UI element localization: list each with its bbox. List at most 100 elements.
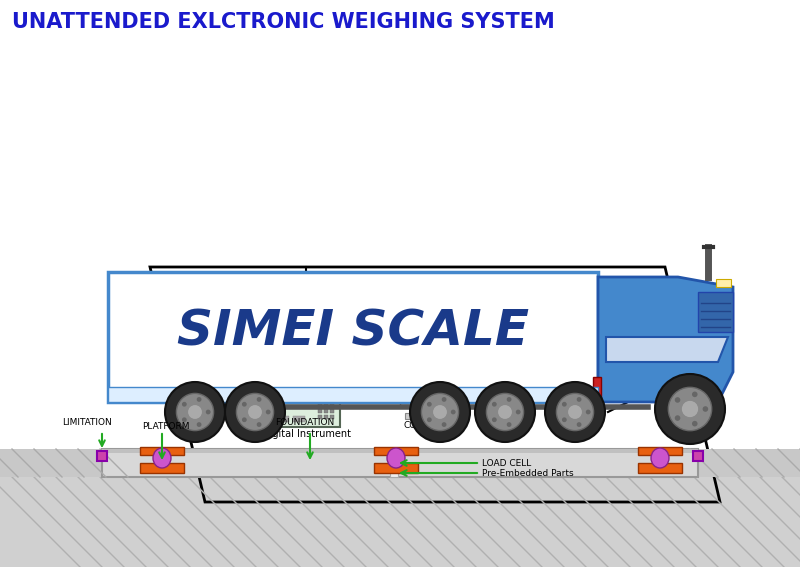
Circle shape [577, 397, 582, 402]
Circle shape [433, 404, 447, 420]
Ellipse shape [651, 448, 669, 468]
Circle shape [702, 406, 708, 412]
Bar [318, 409, 322, 413]
Bar [237, 281, 259, 299]
Circle shape [506, 397, 511, 402]
Circle shape [259, 311, 262, 315]
Circle shape [427, 417, 432, 422]
Bar [318, 397, 322, 401]
Circle shape [299, 311, 302, 315]
Bar [550, 347, 605, 385]
Bar [276, 375, 314, 397]
Bar [638, 447, 682, 455]
Circle shape [237, 393, 274, 430]
Bar [368, 326, 372, 329]
Bar [405, 413, 453, 419]
Circle shape [257, 307, 269, 319]
Bar [108, 272, 598, 402]
Bar [97, 451, 107, 461]
Bar [0, 477, 800, 567]
Bar [272, 369, 340, 427]
Bar [351, 316, 373, 320]
Ellipse shape [387, 448, 405, 468]
Bar [698, 449, 800, 477]
Bar [583, 298, 591, 312]
Bar [716, 279, 731, 287]
Text: POWER  SOURCE: POWER SOURCE [220, 274, 296, 283]
Bar [400, 367, 458, 407]
Bar [0, 449, 102, 477]
Bar [140, 447, 184, 455]
Bar [390, 449, 398, 477]
Bar [318, 415, 322, 419]
Circle shape [506, 422, 511, 427]
Circle shape [668, 387, 712, 431]
Polygon shape [606, 337, 728, 362]
Circle shape [206, 409, 210, 414]
Text: COMPUTER: COMPUTER [404, 421, 454, 430]
Text: LIMITATION: LIMITATION [62, 418, 112, 427]
Circle shape [278, 311, 281, 315]
Circle shape [655, 374, 725, 444]
Bar [330, 403, 334, 407]
Text: Pre-Embedded Parts: Pre-Embedded Parts [482, 469, 574, 478]
Text: UNATTENDED EXLCTRONIC WEIGHING SYSTEM: UNATTENDED EXLCTRONIC WEIGHING SYSTEM [12, 12, 554, 32]
Bar [351, 302, 373, 306]
Bar [324, 415, 328, 419]
Polygon shape [213, 284, 235, 302]
Bar [255, 299, 320, 327]
Circle shape [498, 404, 513, 420]
Circle shape [263, 311, 266, 315]
Bar [348, 287, 376, 332]
Ellipse shape [153, 448, 171, 468]
Bar [593, 377, 601, 397]
Circle shape [442, 397, 446, 402]
Bar [539, 298, 547, 312]
Bar [351, 295, 373, 299]
Text: FOUNDATION: FOUNDATION [275, 418, 334, 427]
Circle shape [225, 382, 285, 442]
Bar [558, 349, 596, 353]
Bar [384, 344, 396, 354]
Circle shape [557, 393, 594, 430]
Bar [330, 397, 334, 401]
Circle shape [577, 422, 582, 427]
Circle shape [282, 311, 285, 315]
Bar [324, 397, 328, 401]
Circle shape [293, 307, 305, 319]
Circle shape [242, 402, 246, 407]
Bar [474, 344, 486, 354]
Circle shape [492, 402, 497, 407]
Bar [324, 409, 328, 413]
Circle shape [442, 422, 446, 427]
Circle shape [674, 397, 680, 403]
Circle shape [266, 409, 270, 414]
Circle shape [197, 397, 202, 402]
Bar [140, 463, 184, 473]
Circle shape [682, 400, 698, 418]
Circle shape [187, 404, 202, 420]
Bar [594, 298, 602, 312]
Bar [374, 447, 418, 455]
Bar [535, 293, 630, 315]
Circle shape [295, 311, 298, 315]
Circle shape [562, 417, 566, 422]
Circle shape [182, 417, 186, 422]
Bar [330, 415, 334, 419]
Bar [330, 409, 334, 413]
Text: SIMEI SCALE: SIMEI SCALE [177, 308, 529, 356]
Circle shape [410, 382, 470, 442]
Bar [698, 292, 733, 332]
Circle shape [562, 402, 566, 407]
Circle shape [242, 417, 246, 422]
Bar [456, 344, 468, 354]
Circle shape [516, 409, 521, 414]
Circle shape [257, 422, 262, 427]
Bar [324, 403, 328, 407]
Circle shape [176, 393, 214, 430]
Circle shape [486, 393, 524, 430]
Bar [108, 387, 598, 402]
Bar [553, 349, 602, 357]
Circle shape [492, 417, 497, 422]
Circle shape [275, 307, 287, 319]
